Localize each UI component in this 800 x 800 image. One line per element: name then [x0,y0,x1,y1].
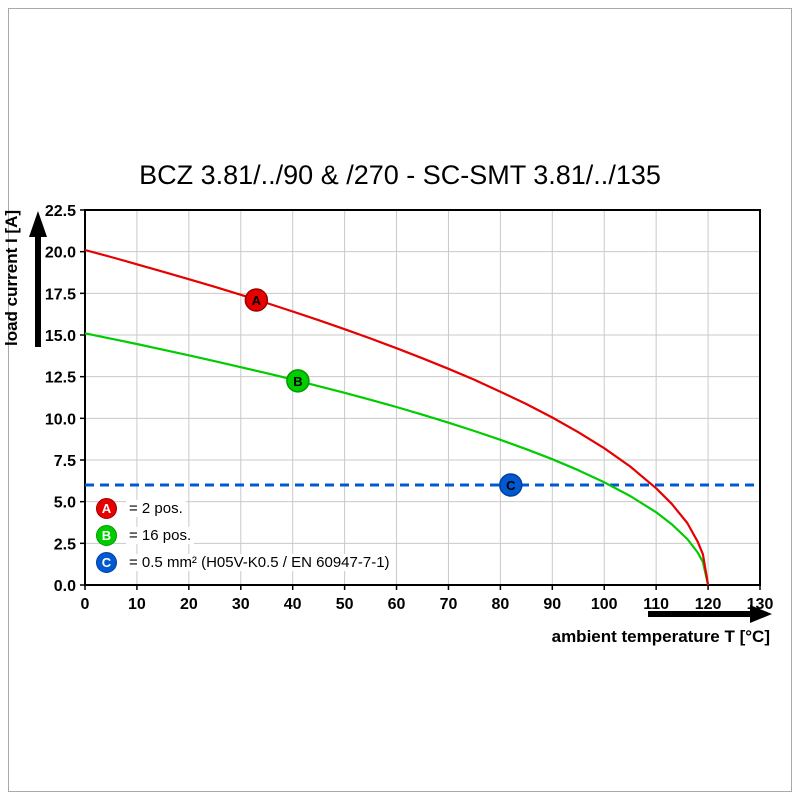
y-tick-label: 22.5 [45,203,76,220]
curve-marker-label-A: A [252,293,262,308]
legend-item-B: B = 16 pos. [96,524,393,547]
y-tick-label: 5.0 [54,495,76,512]
y-axis-title: load current I [A] [2,210,21,346]
legend: A = 2 pos. B = 16 pos. C = 0.5 mm² (H05V… [96,497,393,574]
chart-title: BCZ 3.81/../90 & /270 - SC-SMT 3.81/../1… [139,160,661,190]
y-tick-label: 7.5 [54,453,76,470]
x-tick-label: 20 [180,596,198,613]
y-axis-arrow-icon [29,211,47,237]
x-tick-label: 0 [81,596,90,613]
legend-label-A: = 2 pos. [126,500,186,517]
x-tick-label: 110 [643,596,669,613]
y-tick-label: 20.0 [45,245,76,262]
curve-marker-label-B: B [293,374,302,389]
curve-B [84,332,710,586]
y-tick-label: 10.0 [45,411,76,428]
x-tick-label: 100 [591,596,618,613]
legend-item-C: C = 0.5 mm² (H05V-K0.5 / EN 60947-7-1) [96,551,393,574]
legend-badge-B: B [96,525,117,546]
legend-badge-C: C [96,552,117,573]
legend-item-A: A = 2 pos. [96,497,393,520]
curve-marker-A [244,288,269,312]
x-tick-label: 40 [284,596,302,613]
x-tick-label: 60 [388,596,406,613]
legend-label-C: = 0.5 mm² (H05V-K0.5 / EN 60947-7-1) [126,554,393,571]
x-tick-label: 50 [336,596,354,613]
x-tick-label: 10 [128,596,146,613]
y-tick-label: 2.5 [54,536,76,553]
x-axis-arrow-icon [750,605,772,623]
curve-A [84,248,710,586]
plot-border [84,209,761,586]
y-tick-label: 0.0 [54,578,76,595]
y-tick-label: 15.0 [45,328,76,345]
legend-label-B: = 16 pos. [126,527,195,544]
curve-marker-B [286,369,310,393]
curve-marker-label-C: C [506,478,516,493]
x-tick-label: 30 [232,596,250,613]
curve-marker-C [499,473,523,497]
y-tick-label: 17.5 [45,286,76,303]
x-tick-label: 80 [491,596,509,613]
x-tick-label: 120 [695,596,722,613]
legend-badge-A: A [96,498,117,519]
x-tick-label: 70 [440,596,458,613]
x-tick-label: 90 [543,596,561,613]
x-axis-title: ambient temperature T [°C] [552,627,770,646]
y-tick-label: 12.5 [45,370,76,387]
